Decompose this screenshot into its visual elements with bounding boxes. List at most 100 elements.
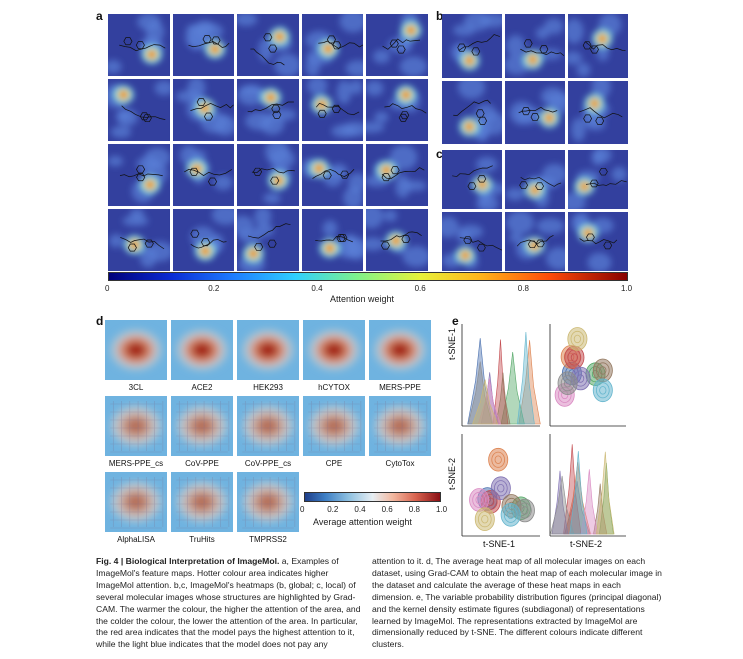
density-curve (580, 469, 598, 535)
panel-c-tile (568, 212, 628, 271)
kde-contour (507, 510, 515, 519)
kde-contour (577, 374, 585, 383)
attention-colorbar-title: Attention weight (330, 294, 395, 304)
average-heatmap-cell: CytoTox (367, 396, 433, 472)
average-heatmap-image (369, 396, 431, 456)
average-attention-colorbar-title: Average attention weight (313, 517, 412, 527)
kde-contour (592, 378, 613, 403)
panel-c-tile (568, 150, 628, 209)
panel-a-tile (172, 79, 235, 141)
panel-label-b: b (436, 9, 444, 23)
panel-b-tile (568, 80, 628, 144)
figure-caption-left-text: a, Examples of ImageMol's feature maps. … (96, 556, 361, 650)
panel-label-e: e (452, 314, 459, 328)
figure-caption-left: Fig. 4 | Biological Interpretation of Im… (96, 556, 364, 651)
dataset-label: MERS-PPE_cs (108, 459, 164, 468)
average-heatmap-image (237, 472, 299, 532)
panel-b-tile (442, 14, 502, 78)
pairplot-svg (461, 324, 626, 537)
kde-contour (494, 455, 502, 464)
kde-contour (497, 483, 505, 493)
dataset-label: TMPRSS2 (249, 535, 287, 544)
panel-a-tile (301, 79, 364, 141)
pairplot-xlabel-left: t-SNE-1 (483, 539, 516, 549)
average-heatmap-cell: TMPRSS2 (235, 472, 301, 548)
panel-b-tile (442, 80, 502, 144)
kde-contour (560, 375, 575, 392)
panel-c-tile (442, 150, 502, 209)
dataset-label: CytoTox (385, 459, 415, 468)
panel-a-tile (108, 209, 170, 271)
average-colorbar-tick-label: 1.0 (436, 505, 448, 514)
kde-contour (596, 362, 610, 379)
kde-contour (521, 506, 529, 515)
kde-contour (564, 379, 572, 388)
figure-caption-title: Fig. 4 | Biological Interpretation of Im… (96, 556, 280, 566)
average-heatmap-image (237, 396, 299, 456)
average-heatmap-image (171, 472, 233, 532)
panel-b-heatmap-grid (442, 14, 628, 144)
dataset-label: MERS-PPE (379, 383, 421, 392)
panel-a-tile (237, 144, 299, 206)
average-heatmap-image (171, 320, 233, 380)
kde-contour (488, 447, 509, 472)
panel-a-tile (301, 144, 364, 206)
average-heatmap-cell: ACE2 (169, 320, 235, 396)
panel-a-tile (301, 14, 364, 76)
panel-c-tile (505, 150, 565, 209)
average-attention-colorbar (304, 492, 441, 502)
panel-a-tile (301, 209, 364, 271)
kde-contour (500, 503, 521, 527)
panel-a-tile (108, 79, 170, 141)
dataset-label: ACE2 (191, 383, 213, 392)
pairplot-xlabel-right: t-SNE-2 (570, 539, 603, 549)
panel-c-heatmap-grid (442, 150, 628, 271)
panel-a-tile (237, 79, 299, 141)
average-heatmap-image (171, 396, 233, 456)
panel-a-tile (237, 14, 299, 76)
density-curve (569, 451, 588, 535)
kde-contour (573, 334, 582, 344)
density-curve (472, 379, 499, 425)
kde-contour (477, 511, 492, 528)
panel-a-tile (172, 209, 235, 271)
density-curve (516, 331, 535, 425)
attention-colorbar-tick-label: 1.0 (621, 284, 633, 293)
panel-a-tile (366, 14, 428, 76)
kde-contour (570, 330, 585, 347)
average-colorbar-tick-label: 0.2 (327, 505, 339, 514)
panel-a-tile (366, 209, 428, 271)
panel-a-tile (237, 209, 299, 271)
average-heatmap-cell: hCYTOX (301, 320, 367, 396)
dataset-label: TruHits (189, 535, 215, 544)
kde-contour (481, 514, 489, 524)
average-heatmap-cell: CoV-PPE (169, 396, 235, 472)
panel-label-a: a (96, 9, 103, 23)
dataset-label: HEK293 (253, 383, 283, 392)
average-colorbar-tick-label: 0.8 (408, 505, 420, 514)
pairplot-ylabel-top: t-SNE-1 (447, 327, 457, 360)
average-heatmap-cell: CPE (301, 396, 367, 472)
dataset-label: 3CL (128, 383, 144, 392)
attention-colorbar-tick-label: 0.6 (414, 284, 426, 293)
dataset-label: hCYTOX (318, 383, 350, 392)
density-curve (495, 372, 511, 425)
average-heatmap-image (303, 320, 365, 380)
dataset-label: AlphaLISA (117, 535, 155, 544)
average-heatmap-image (105, 396, 167, 456)
panel-a-tile (108, 144, 170, 206)
density-curve (518, 340, 541, 425)
panel-label-c: c (436, 147, 443, 161)
average-heatmap-cell: HEK293 (235, 320, 301, 396)
average-heatmap-image (237, 320, 299, 380)
kde-contour (570, 353, 579, 362)
figure-caption-right: attention to it. d, The average heat map… (372, 556, 662, 650)
dataset-label: CoV-PPE_cs (244, 459, 292, 468)
attention-colorbar-tick-label: 0.4 (311, 284, 323, 293)
kde-contour (557, 371, 578, 396)
kde-contour (472, 491, 486, 508)
panel-d-average-heatmaps: 3CL ACE2 HEK293 hCYTOX MERS-PPE MERS-PPE_cs Co… (103, 320, 443, 548)
average-colorbar-tick-label: 0.4 (354, 505, 366, 514)
panel-a-tile (172, 14, 235, 76)
panel-label-d: d (96, 314, 104, 328)
